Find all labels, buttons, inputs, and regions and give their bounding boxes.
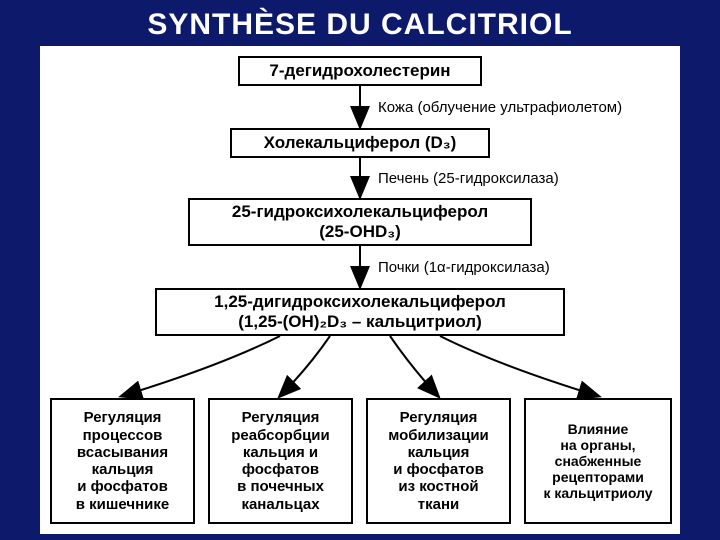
edge-label-2: Почки (1α-гидроксилаза) <box>378 259 550 276</box>
edge-label-1: Печень (25-гидроксилаза) <box>378 170 559 187</box>
flowchart-node-b2: Регуляцияреабсорбциикальция ифосфатовв п… <box>208 398 353 524</box>
calcitriol-flowchart: 7-дегидрохолестерин Холекальциферол (D₃) 2… <box>40 46 680 534</box>
arrow-6 <box>440 336 598 396</box>
flowchart-node-n3: 25-гидроксихолекальциферол(25-OHD₃) <box>188 198 532 246</box>
edge-label-0: Кожа (облучение ультрафиолетом) <box>378 99 622 116</box>
flowchart-node-b3: Регуляциямобилизациикальцияи фосфатовиз … <box>366 398 511 524</box>
flowchart-node-b4: Влияниена органы,снабженныерецепторамик … <box>524 398 672 524</box>
arrow-4 <box>280 336 330 396</box>
arrow-5 <box>390 336 438 396</box>
arrow-3 <box>122 336 280 396</box>
flowchart-node-n1: 7-дегидрохолестерин <box>238 56 482 86</box>
flowchart-node-n2: Холекальциферол (D₃) <box>230 128 490 158</box>
flowchart-node-b1: Регуляцияпроцессоввсасываниякальцияи фос… <box>50 398 195 524</box>
page-title: SYNTHÈSE DU CALCITRIOL <box>0 0 720 46</box>
flowchart-node-n4: 1,25-дигидроксихолекальциферол(1,25-(OH)… <box>155 288 565 336</box>
